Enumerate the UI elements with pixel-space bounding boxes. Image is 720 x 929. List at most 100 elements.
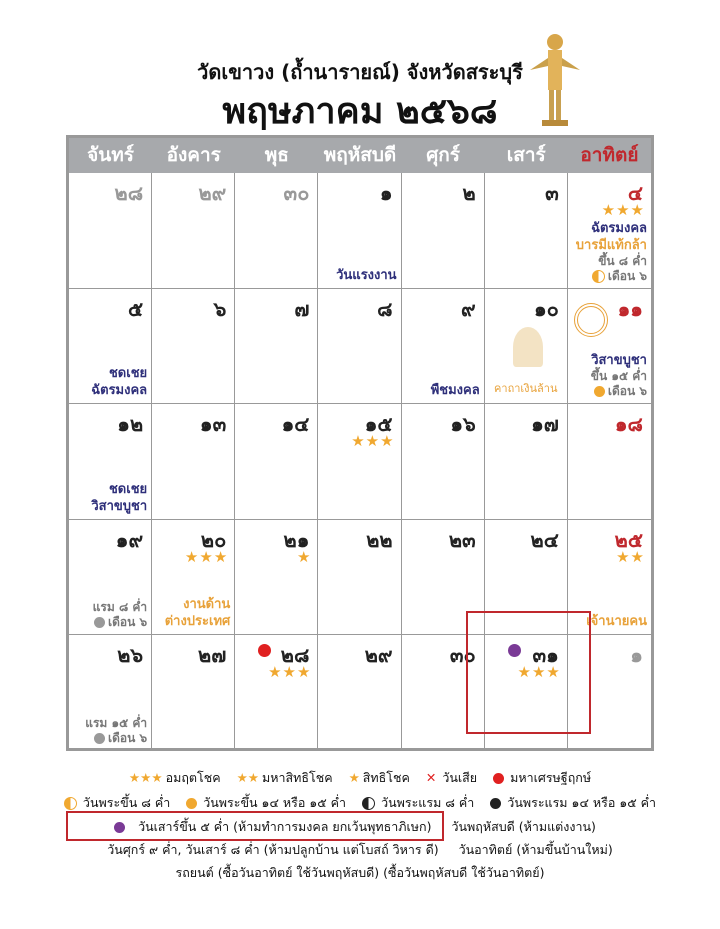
day-cell: ๑๕ ★★★: [318, 404, 402, 520]
note: วิสาขบูชา: [591, 353, 647, 369]
legend-item: ★★★ อมฤตโชค: [129, 770, 221, 785]
day-cell: ๘: [318, 288, 402, 405]
star: ★: [616, 201, 631, 219]
moon-line: เดือน ๖: [85, 731, 147, 746]
notes: เจ้านายคน: [586, 613, 647, 630]
legend-text: วันเสาร์ขึ้น ๕ ค่ำ (ห้ามทำการมงคล ยกเว้น…: [138, 819, 432, 834]
day-number: ๒๑: [283, 527, 310, 552]
day-number: ๒๖: [117, 643, 144, 668]
legend-item: วันพระแรม ๘ ค่ำ: [362, 795, 474, 810]
legend-text: วันพระขึ้น ๑๔ หรือ ๑๕ ค่ำ: [203, 795, 347, 810]
moon-text: ขึ้น ๘ ค่ำ: [598, 253, 647, 268]
day-cell: ๑๑วิสาขบูชา ขึ้น ๑๕ ค่ำ เดือน ๖: [567, 289, 651, 405]
day-cell: ๒๘ ★★★: [235, 635, 319, 751]
day-cell: ๒๖แรม ๑๕ ค่ำ เดือน ๖: [69, 635, 153, 751]
day-cell: ๑๒ชดเชย วิสาขบูชา: [69, 404, 153, 520]
day-cell: ๑๐ คาถาเงินล้าน: [484, 288, 568, 405]
weekday: อังคาร: [152, 138, 236, 173]
day-cell: ๒: [401, 173, 485, 289]
day-cell: ๖: [152, 288, 236, 405]
stars: ★★★: [602, 201, 645, 219]
notes: ชดเชย วิสาขบูชา: [91, 481, 147, 515]
legend-item: ★★ มหาสิทธิโชค: [237, 770, 333, 785]
moon-text: เดือน ๖: [607, 268, 647, 283]
moon-text: เดือน ๖: [108, 615, 148, 630]
day-cell: ๒๘: [69, 173, 153, 289]
day-number: ๑๒: [117, 412, 144, 437]
star: ★: [128, 770, 141, 785]
dot-icon: [258, 644, 272, 658]
notes: วิสาขบูชา ขึ้น ๑๕ ค่ำ เดือน ๖: [591, 352, 647, 399]
day-cell: ๑: [567, 635, 651, 751]
legend-icon: [114, 822, 126, 833]
legend-icon: [362, 797, 376, 810]
day-cell: ๓๐: [401, 635, 485, 751]
day-cell: ๗: [235, 288, 319, 405]
legend-icon: [490, 798, 502, 809]
star: ★: [213, 547, 229, 566]
day-cell: ๑๖: [401, 404, 485, 520]
legend-item: ★ สิทธิโชค: [349, 770, 410, 785]
moon-line: เดือน ๖: [93, 615, 147, 630]
weekday: ศุกร์: [401, 138, 485, 173]
moon-text: แรม ๑๕ ค่ำ: [85, 715, 148, 730]
star: ★: [365, 432, 381, 451]
day-cell: ๒๗: [152, 635, 236, 751]
legend-icon: [493, 773, 505, 784]
notes: แรม ๑๕ ค่ำ เดือน ๖: [85, 716, 147, 746]
legend-text: วันพระแรม ๘ ค่ำ: [381, 795, 475, 810]
star: ★: [601, 201, 617, 219]
legend-row: ★★★ อมฤตโชค ★★ มหาสิทธิโชค ★ สิทธิโชค ✕ วันเสีย…: [0, 768, 720, 788]
calendar: จันทร์ อังคาร พุธ พฤหัสบดี ศุกร์ เสาร์ อาทิตย์…: [66, 135, 654, 751]
legend-icon: [186, 798, 198, 809]
weekday: เสาร์: [484, 138, 568, 173]
day-number: ๑๑: [617, 296, 643, 321]
day-cell: ๒๒: [318, 519, 402, 636]
weekday: อาทิตย์: [567, 138, 651, 173]
day-cell: ๒๔: [484, 519, 568, 636]
day-cell: ๑วันแรงงาน: [318, 173, 402, 289]
day-number: ๑๙: [115, 527, 144, 552]
legend-text: วันพฤหัสบดี (ห้ามแต่งงาน): [451, 819, 596, 834]
day-cell: ๒๕ ★★ เจ้านายคน: [567, 520, 651, 636]
day-number: ๒: [462, 181, 476, 205]
star: ★: [616, 547, 631, 566]
legend-item: วันพระขึ้น ๘ ค่ำ: [63, 795, 171, 810]
star: ★: [630, 547, 645, 566]
note: ชดเชย: [108, 481, 148, 497]
day-number: ๓: [545, 181, 559, 205]
moon-icon: [94, 617, 106, 629]
moon-line: แรม ๘ ค่ำ: [93, 600, 147, 615]
day-cell: ๒๙: [152, 173, 236, 289]
stars: ★★★: [517, 663, 560, 681]
caption: คาถาเงินล้าน: [494, 382, 558, 396]
legend-item: วันพระแรม ๑๔ หรือ ๑๕ ค่ำ: [490, 795, 656, 810]
note: วันแรงงาน: [336, 267, 397, 283]
notes: วันแรงงาน: [336, 267, 396, 284]
legend-text: รถยนต์ (ซื้อวันอาทิตย์ ใช้วันพฤหัสบดี) (…: [175, 865, 545, 880]
day-number: ๑: [379, 181, 393, 205]
day-cell: ๑๗: [484, 404, 568, 520]
star: ★: [247, 770, 260, 785]
legend-text: วันศุกร์ ๙ ค่ำ, วันเสาร์ ๘ ค่ำ (ห้ามปลูก…: [107, 842, 439, 857]
stars: ★: [297, 548, 311, 566]
moon-text: ขึ้น ๑๕ ค่ำ: [590, 369, 647, 384]
moon-text: เดือน ๖: [108, 730, 148, 745]
highlight-box: [66, 811, 444, 841]
stars: ★★★: [351, 432, 394, 450]
notes: พืชมงคล: [431, 382, 480, 399]
day-cell: ๑๔: [235, 404, 319, 520]
stars: ★★★: [268, 663, 311, 681]
moon-text: แรม ๘ ค่ำ: [92, 600, 148, 615]
stars: ★★: [616, 548, 645, 566]
note: เจ้านายคน: [586, 614, 647, 630]
star: ★: [151, 770, 163, 785]
day-number: ๑๘: [614, 412, 643, 437]
legend-text: วันพระขึ้น ๘ ค่ำ: [82, 795, 171, 810]
legend-text: อมฤตโชค: [165, 770, 221, 785]
day-number: ๓๑: [532, 643, 559, 668]
note: งานด้าน: [183, 597, 231, 613]
subtitle: วัดเขาวง (ถ้ำนารายณ์) จังหวัดสระบุรี: [197, 60, 523, 84]
moon-line: ขึ้น ๘ ค่ำ: [576, 254, 647, 269]
legend-line: วันเสาร์ขึ้น ๕ ค่ำ (ห้ามทำการมงคล ยกเว้น…: [0, 817, 720, 837]
